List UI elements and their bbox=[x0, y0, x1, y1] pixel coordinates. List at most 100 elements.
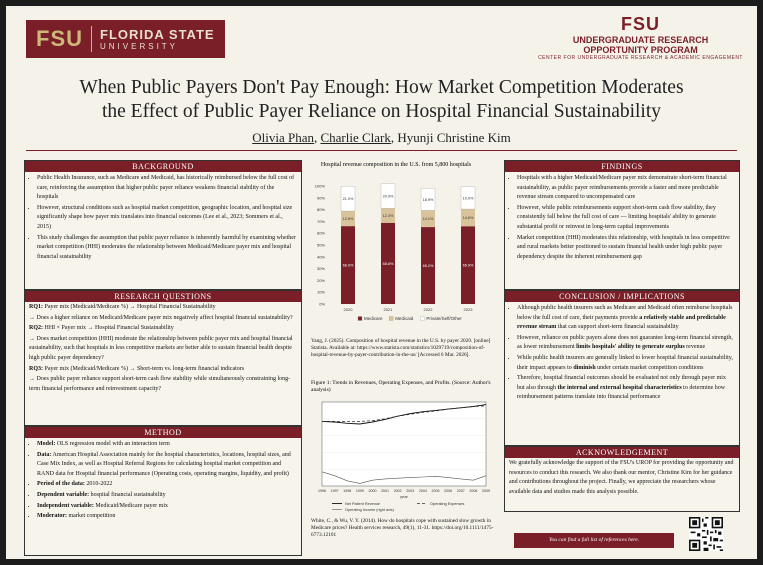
findings-section: FINDINGS Hospitals with a higher Medicai… bbox=[504, 160, 740, 290]
y-tick-label: 70% bbox=[317, 219, 325, 224]
x-tick-label: 2006 bbox=[444, 489, 452, 493]
acknowledgement-section: ACKNOWLEDGEMENT We gratefully acknowledg… bbox=[504, 446, 740, 512]
bar-medicaid bbox=[341, 211, 355, 227]
x-tick-label: 2023 bbox=[464, 307, 474, 312]
data-label: 66.0% bbox=[343, 264, 354, 268]
x-tick-label: 2020 bbox=[344, 307, 354, 312]
conclusion-item: Therefore, hospital financial outcomes s… bbox=[517, 374, 735, 403]
urop-line2: OPPORTUNITY PROGRAM bbox=[583, 45, 698, 55]
conclusion-item: Although public health insurers such as … bbox=[517, 304, 735, 333]
urop-logo: FSU UNDERGRADUATE RESEARCH OPPORTUNITY P… bbox=[538, 14, 743, 61]
y-tick-label: 60% bbox=[317, 231, 325, 236]
legend-label: Medicaid bbox=[395, 316, 414, 321]
rq1: Payer mix (Medicaid/Medicare %) → Hospit… bbox=[44, 304, 216, 310]
data-label: 18.9% bbox=[423, 198, 434, 202]
y-tick-label: 80% bbox=[317, 207, 325, 212]
line-chart-source: White, C., & Wu, V. Y. (2014). How do ho… bbox=[311, 518, 494, 538]
x-tick-label: 2021 bbox=[384, 307, 394, 312]
acknowledgement-text: We gratefully acknowledge the support of… bbox=[509, 460, 734, 495]
x-tick-label: 1997 bbox=[331, 489, 339, 493]
y-tick-label: 100% bbox=[315, 184, 326, 189]
bar-chart-title: Hospital revenue composition in the U.S.… bbox=[320, 162, 472, 168]
background-item: This study challenges the assumption tha… bbox=[37, 234, 297, 263]
method-item: Moderator: market competition bbox=[37, 512, 297, 522]
legend-label: Operating Income (right axis) bbox=[345, 508, 395, 512]
legend-swatch bbox=[420, 316, 425, 321]
legend-swatch bbox=[357, 316, 363, 321]
findings-header: FINDINGS bbox=[505, 161, 739, 172]
data-label: 19.0% bbox=[463, 196, 474, 200]
legend-label: Operating Expenses bbox=[430, 502, 465, 506]
bar-chart-source: Yang, J. (2025). Composition of hospital… bbox=[311, 338, 491, 358]
poster-title: When Public Payers Don't Pay Enough: How… bbox=[26, 76, 737, 124]
x-tick-label: 2022 bbox=[424, 307, 434, 312]
authors: Olivia Phan, Charlie Clark, Hyunji Chris… bbox=[252, 130, 511, 145]
fsu-name: FLORIDA STATE bbox=[100, 27, 215, 42]
references-button[interactable]: You can find a full list of references h… bbox=[514, 533, 674, 548]
bar-private-self-other bbox=[380, 183, 396, 209]
author-1: Olivia Phan bbox=[252, 130, 314, 145]
background-section: BACKGROUND Public Health Insurance, such… bbox=[24, 160, 302, 290]
findings-item: Hospitals with a higher Medicaid/Medicar… bbox=[517, 174, 735, 203]
acknowledgement-header: ACKNOWLEDGEMENT bbox=[505, 447, 739, 458]
trends-line-chart: 1996 1997 1998 1999 2000 2001 2002 2003 2004 2005… bbox=[318, 401, 490, 512]
x-tick-label: 1998 bbox=[343, 489, 351, 493]
data-label: 12.8% bbox=[343, 217, 354, 221]
legend-label: Net Patient Revenue bbox=[345, 502, 380, 506]
urop-mark: FSU bbox=[621, 14, 661, 34]
bar-private-self-other bbox=[460, 186, 476, 210]
revenue-composition-chart: 0% 10% 20% 30% 40% 50% 60% 70% 80% 90% 100% 66.0% 12… bbox=[315, 183, 476, 321]
x-tick-label: 2008 bbox=[469, 489, 477, 493]
bar-medicaid bbox=[421, 210, 435, 228]
poster: FSU FLORIDA STATE UNIVERSITY FSU UNDERGR… bbox=[6, 6, 757, 559]
method-section: METHOD Model: OLS regression model with … bbox=[24, 426, 302, 556]
rq1-sub: → Does a higher reliance on Medicaid/Med… bbox=[29, 314, 293, 321]
rq-header: RESEARCH QUESTIONS bbox=[25, 291, 301, 302]
bar-medicaid bbox=[381, 208, 395, 223]
bar-medicare bbox=[461, 226, 475, 304]
method-item: Period of the data: 2010-2022 bbox=[37, 480, 297, 490]
urop-line1: UNDERGRADUATE RESEARCH bbox=[572, 35, 709, 45]
findings-item: However, while public reimbursements sup… bbox=[517, 204, 735, 233]
data-label: 20.9% bbox=[383, 194, 394, 198]
title-line2: the Effect of Public Payer Reliance on H… bbox=[101, 101, 662, 122]
qr-code-icon[interactable] bbox=[689, 517, 723, 551]
conclusion-header: CONCLUSION / IMPLICATIONS bbox=[505, 291, 739, 302]
x-tick-label: 2004 bbox=[419, 489, 427, 493]
bar-medicaid bbox=[461, 209, 475, 227]
fsu-university: UNIVERSITY bbox=[100, 42, 179, 51]
fsu-monogram: FSU bbox=[36, 26, 83, 51]
series-line-operating-income-right-axis- bbox=[321, 471, 487, 484]
y-tick-label: 90% bbox=[317, 195, 325, 200]
fsu-logo: FSU FLORIDA STATE UNIVERSITY bbox=[26, 20, 225, 58]
y-tick-label: 0% bbox=[319, 302, 325, 307]
rq2: HHI × Payer mix → Hospital Financial Sus… bbox=[44, 325, 174, 332]
bar-medicare bbox=[381, 222, 395, 304]
legend-label: Private/Self/Other bbox=[426, 316, 462, 321]
rq2-sub: → Does market competition (HHI) moderate… bbox=[29, 335, 293, 361]
bar-medicare bbox=[421, 227, 435, 304]
y-tick-label: 30% bbox=[317, 266, 325, 271]
data-label: 65.2% bbox=[423, 264, 434, 268]
series-line-operating-expenses bbox=[322, 405, 487, 422]
legend-label: Medicare bbox=[364, 316, 383, 321]
conclusion-section: CONCLUSION / IMPLICATIONS Although publi… bbox=[504, 290, 740, 446]
y-tick-label: 40% bbox=[317, 254, 325, 259]
bar-private-self-other bbox=[340, 186, 356, 212]
method-item: Model: OLS regression model with an inte… bbox=[37, 440, 297, 450]
findings-item: Market competition (HHI) moderates this … bbox=[517, 234, 735, 263]
x-tick-label: 2005 bbox=[432, 489, 440, 493]
legend-swatch bbox=[389, 316, 394, 321]
title-line1: When Public Payers Don't Pay Enough: How… bbox=[79, 77, 684, 98]
x-axis-label: year bbox=[400, 494, 408, 499]
author-3: Hyunji Christine Kim bbox=[397, 130, 511, 145]
x-tick-label: 1996 bbox=[318, 489, 326, 493]
y-tick-label: 50% bbox=[317, 243, 325, 248]
rq3: Payer mix (Medicaid/Medicare %) → Short-… bbox=[44, 365, 245, 372]
data-label: 12.3% bbox=[383, 214, 394, 218]
conclusion-item: While public health insurers are general… bbox=[517, 354, 735, 373]
background-header: BACKGROUND bbox=[25, 161, 301, 172]
data-label: 68.8% bbox=[383, 262, 394, 266]
data-label: 14.6% bbox=[463, 216, 474, 220]
background-item: Public Health Insurance, such as Medicar… bbox=[37, 174, 297, 203]
